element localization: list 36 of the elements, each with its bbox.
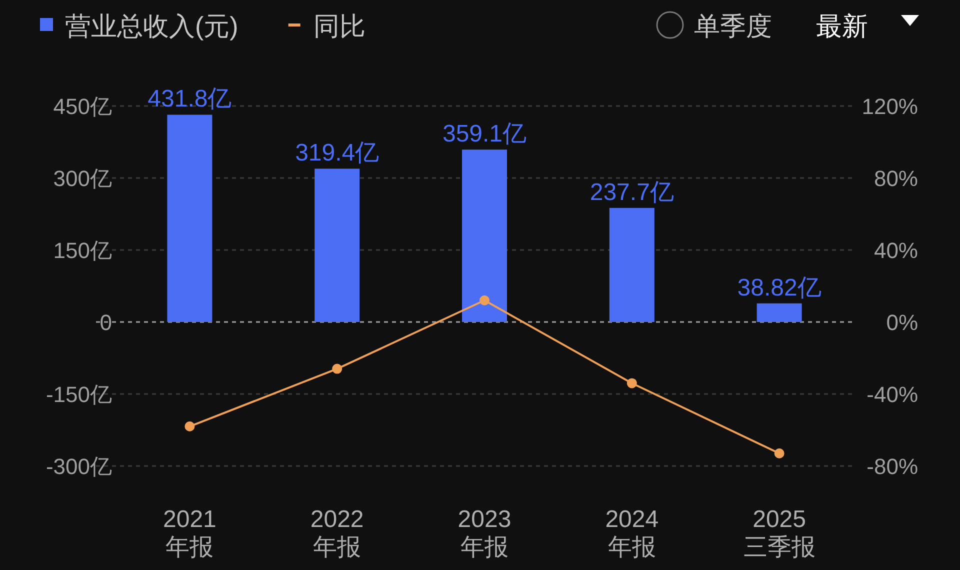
- y-tick-label: 0: [100, 310, 112, 335]
- y-tick-label: -150亿: [46, 382, 112, 407]
- point: [626, 378, 637, 388]
- x-tick-label: 2022 年报: [310, 506, 364, 561]
- x-tick-label: 2021 年报: [163, 506, 216, 561]
- data-label: 319.4亿: [295, 140, 380, 167]
- data-label: 431.8亿: [148, 86, 232, 113]
- point: [480, 295, 490, 306]
- x-tick-label: 2023 年报: [458, 506, 512, 561]
- y-tick-label: 450亿: [53, 94, 112, 119]
- x-tick-label: 2024 年报: [605, 506, 659, 561]
- y-tick-label: 150亿: [53, 238, 112, 263]
- text: 单季度: [694, 11, 772, 41]
- point: [332, 364, 342, 374]
- data-label: 359.1亿: [442, 120, 527, 148]
- data-label: 237.7亿: [590, 178, 674, 206]
- y2-tick-label: 0%: [886, 310, 918, 335]
- point: [774, 448, 784, 458]
- bar: [314, 168, 360, 322]
- legend-label: 同比: [313, 11, 366, 41]
- y2-tick-label: 80%: [874, 166, 918, 191]
- data-label: 38.82亿: [737, 274, 822, 302]
- text: 最新: [816, 11, 868, 41]
- bar: [462, 150, 507, 322]
- y2-tick-label: 120%: [862, 94, 918, 119]
- legend-label: 营业总收入(元): [65, 11, 238, 41]
- bar: [609, 208, 654, 322]
- bar: [167, 114, 212, 322]
- y2-tick-label: -40%: [866, 382, 918, 407]
- y-tick-label: -300亿: [46, 454, 112, 479]
- y2-tick-label: 40%: [874, 238, 918, 263]
- point: [184, 421, 195, 432]
- x-tick-label: 2025 三季报: [743, 506, 816, 561]
- bar: [756, 303, 802, 322]
- y2-tick-label: -80%: [866, 454, 918, 479]
- y-tick-label: 300亿: [53, 166, 112, 191]
